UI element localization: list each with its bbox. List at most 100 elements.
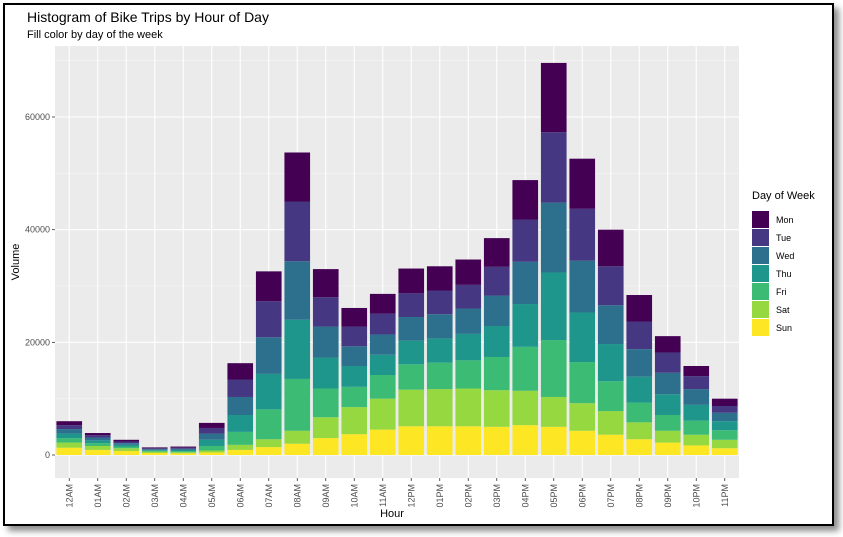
bar-segment-thu-12pm — [398, 340, 425, 365]
bar-segment-sat-08am — [284, 430, 311, 444]
bar-segment-mon-12am — [56, 421, 83, 426]
bar-segment-fri-02am — [113, 446, 140, 449]
bar-segment-wed-08pm — [626, 349, 653, 377]
bar-segment-fri-04am — [170, 451, 197, 453]
bar-segment-fri-03am — [141, 450, 168, 452]
bar-segment-sun-12am — [56, 447, 83, 455]
bar-segment-mon-08am — [284, 152, 311, 202]
bar-segment-tue-03pm — [483, 266, 510, 296]
bar-segment-mon-02am — [113, 439, 140, 442]
bar-segment-sun-02pm — [455, 426, 482, 455]
bar-segment-thu-05am — [198, 439, 225, 446]
bar-segment-fri-08am — [284, 378, 311, 431]
bar-segment-fri-05pm — [540, 340, 567, 397]
bar-segment-tue-02pm — [455, 284, 482, 309]
bar-segment-sun-05pm — [540, 426, 567, 455]
bar-segment-tue-12am — [56, 425, 83, 430]
x-tick-label: 10AM — [349, 484, 359, 508]
x-tick-label: 06PM — [577, 484, 587, 508]
legend-label-mon: Mon — [776, 215, 794, 225]
bar-segment-wed-12pm — [398, 316, 425, 341]
bar-segment-wed-05pm — [540, 202, 567, 273]
bar-segment-mon-10am — [341, 307, 368, 327]
bar-segment-thu-11am — [369, 354, 396, 376]
bar-segment-fri-10am — [341, 386, 368, 408]
bar-segment-fri-12am — [56, 438, 83, 443]
bar-segment-sat-05pm — [540, 396, 567, 427]
bar-segment-sun-08pm — [626, 439, 653, 455]
bar-segment-mon-04am — [170, 446, 197, 448]
y-tick-label: 60000 — [25, 112, 50, 122]
x-tick-label: 05AM — [207, 484, 217, 508]
bar-segment-sat-11am — [369, 398, 396, 430]
x-tick-label: 07PM — [606, 484, 616, 508]
bar-segment-fri-12pm — [398, 364, 425, 390]
bar-segment-thu-04am — [170, 449, 197, 452]
bar-segment-mon-07am — [255, 271, 282, 302]
bar-segment-sat-02am — [113, 448, 140, 452]
bar-segment-tue-02am — [113, 441, 140, 444]
bar-segment-thu-09am — [312, 357, 339, 389]
bar-segment-tue-03am — [141, 448, 168, 450]
bar-segment-sat-01am — [84, 445, 111, 450]
legend-swatch-thu — [752, 265, 769, 282]
bar-segment-tue-08am — [284, 201, 311, 262]
legend-swatch-tue — [752, 229, 769, 246]
bar-segment-fri-06pm — [569, 362, 596, 404]
bar-segment-mon-03pm — [483, 238, 510, 267]
legend-label-sun: Sun — [776, 323, 792, 333]
bar-segment-tue-06am — [227, 379, 254, 397]
bar-segment-fri-07pm — [597, 381, 624, 412]
bar-segment-wed-04pm — [512, 261, 539, 305]
legend: Day of Week Mon Tue Wed Thu Fri Sat Sun — [752, 190, 815, 336]
bar-segment-tue-07am — [255, 301, 282, 338]
x-tick-label: 02PM — [463, 484, 473, 508]
x-tick-label: 03AM — [150, 484, 160, 508]
x-tick-label: 12AM — [64, 484, 74, 508]
bar-segment-tue-09am — [312, 297, 339, 327]
bar-segment-fri-10pm — [683, 420, 710, 435]
plot-area: 0 20000 40000 60000 12AM 01AM 02AM 03AM 04AM 05AM… — [25, 46, 739, 508]
legend-label-wed: Wed — [776, 251, 794, 261]
bar-segment-wed-06am — [227, 396, 254, 416]
bar-segment-tue-11pm — [711, 405, 738, 413]
chart-title: Histogram of Bike Trips by Hour of Day — [27, 9, 269, 25]
bar-segment-wed-09am — [312, 326, 339, 358]
bar-segment-sat-06am — [227, 444, 254, 450]
x-tick-label: 11AM — [378, 484, 388, 507]
bar-segment-sun-02am — [113, 451, 140, 455]
legend-swatch-wed — [752, 247, 769, 264]
bar-segment-sat-03am — [141, 451, 168, 454]
bar-segment-wed-01pm — [426, 314, 453, 339]
bar-segment-thu-09pm — [654, 394, 681, 416]
bar-segment-tue-12pm — [398, 293, 425, 317]
x-tick-label: 04PM — [520, 484, 530, 508]
legend-swatch-sun — [752, 319, 769, 336]
y-tick-label: 40000 — [25, 225, 50, 235]
bar-segment-sat-09pm — [654, 430, 681, 443]
bar-segment-sat-09am — [312, 417, 339, 439]
bar-segment-wed-02am — [113, 443, 140, 445]
bar-segment-fri-04pm — [512, 346, 539, 391]
bar-segment-tue-01pm — [426, 290, 453, 315]
x-tick-label: 07AM — [264, 484, 274, 508]
bar-segment-sat-10am — [341, 407, 368, 435]
bar-segment-mon-09am — [312, 269, 339, 298]
bar-segment-wed-08am — [284, 261, 311, 320]
bar-segment-sat-01pm — [426, 389, 453, 427]
bar-segment-thu-02am — [113, 444, 140, 447]
x-tick-label: 09AM — [321, 484, 331, 508]
bar-segment-sun-04am — [170, 453, 197, 455]
x-tick-label: 04AM — [178, 484, 188, 508]
x-tick-label: 05PM — [549, 484, 559, 508]
bar-segment-fri-01pm — [426, 362, 453, 390]
bar-segment-mon-11am — [369, 293, 396, 314]
bar-segment-mon-02pm — [455, 259, 482, 285]
bar-segment-thu-10pm — [683, 404, 710, 421]
legend-swatch-mon — [752, 211, 769, 228]
bar-segment-wed-07pm — [597, 305, 624, 345]
bar-segment-fri-09am — [312, 388, 339, 418]
bar-segment-sun-01pm — [426, 426, 453, 455]
bar-segment-mon-07pm — [597, 229, 624, 267]
bar-segment-fri-02pm — [455, 360, 482, 389]
